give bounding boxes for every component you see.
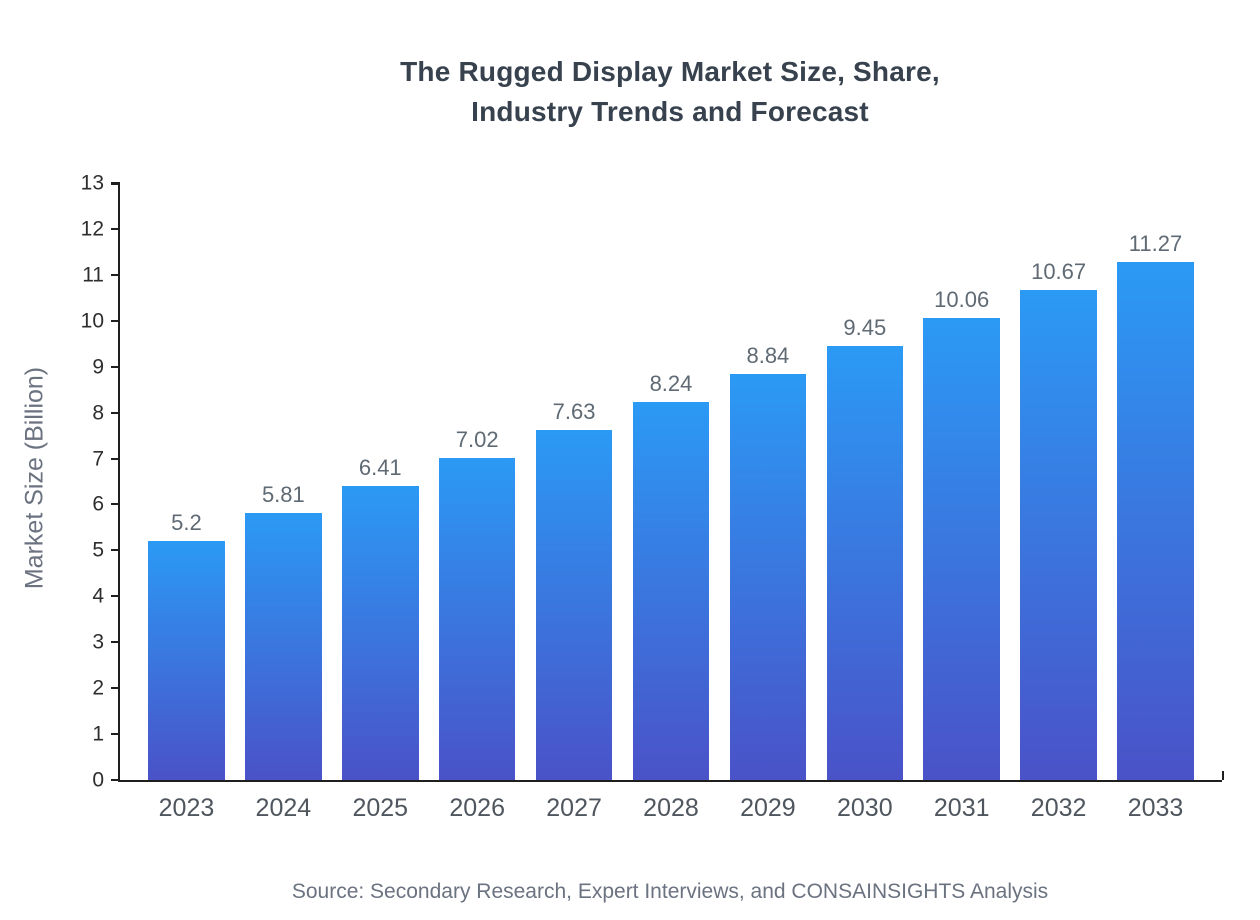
bar-value-label: 9.45 (843, 315, 887, 341)
bar-slot: 8.84 (719, 183, 816, 780)
y-tick-mark (111, 641, 120, 644)
y-tick-mark (111, 733, 120, 736)
bar-value-label: 8.24 (649, 370, 693, 396)
bar-value-label: 10.67 (1031, 259, 1087, 285)
bar (632, 401, 710, 780)
y-tick-label: 9 (92, 355, 104, 379)
bars-container: 5.2 5.81 6.41 7.02 7.63 8.24 8.84 9.45 10.06 10.6… (120, 183, 1222, 780)
bar-slot: 8.24 (623, 183, 720, 780)
y-tick-label: 8 (92, 401, 104, 425)
bar-value-label: 7.02 (455, 426, 499, 452)
bar-slot: 5.81 (235, 183, 332, 780)
bar (1117, 262, 1194, 780)
bar-value-label: 10.06 (934, 287, 990, 313)
x-tick-label: 2029 (740, 794, 796, 822)
bar (535, 429, 613, 780)
y-tick-mark (111, 549, 120, 552)
bar (245, 513, 322, 780)
x-tick-label: 2023 (158, 794, 215, 822)
bar-slot: 5.2 (138, 183, 235, 780)
y-tick-label: 12 (80, 217, 104, 241)
x-tick-label: 2025 (352, 794, 409, 822)
y-tick-mark (111, 365, 120, 368)
bar (341, 485, 419, 780)
x-tick-label: 2027 (546, 794, 602, 822)
x-axis-end-cap (1222, 771, 1224, 780)
y-tick-mark (111, 503, 120, 506)
y-tick-label: 11 (82, 263, 104, 287)
y-tick-label: 7 (92, 447, 104, 471)
bar-slot: 9.45 (816, 183, 913, 780)
x-tick-label: 2030 (836, 794, 893, 822)
bar (438, 457, 516, 780)
bar (1020, 290, 1097, 780)
y-tick-label: 3 (92, 630, 104, 654)
bar-slot: 10.06 (913, 183, 1010, 780)
y-tick-label: 13 (80, 171, 104, 195)
y-axis-end-cap (111, 183, 120, 185)
bar-value-label: 11.27 (1128, 231, 1183, 257)
y-tick-mark (111, 227, 120, 230)
x-tick-label: 2033 (1127, 794, 1184, 822)
x-tick-label: 2026 (449, 794, 505, 822)
bar-value-label: 6.41 (358, 454, 402, 480)
bar (729, 374, 807, 780)
y-tick-mark (111, 595, 120, 598)
chart-title: The Rugged Display Market Size, Share, In… (80, 52, 1260, 132)
bar (923, 318, 1000, 780)
plot-area: 0 1 2 3 4 5 6 7 8 9 10 11 12 13 5.2 5.81 6.41 7.02 7.63 8.… (81, 173, 1224, 791)
y-tick-label: 5 (92, 538, 104, 562)
x-tick-label: 2032 (1030, 794, 1087, 822)
y-tick-mark (111, 687, 120, 690)
y-tick-mark (111, 182, 120, 184)
bar (826, 346, 904, 780)
y-tick-label: 10 (80, 309, 104, 333)
bar-slot: 6.41 (332, 183, 429, 780)
x-tick-label: 2024 (255, 794, 312, 822)
bar-slot: 10.67 (1010, 183, 1107, 780)
bar-value-label: 8.84 (746, 343, 790, 369)
bar-slot: 7.02 (429, 183, 526, 780)
x-tick-label: 2031 (933, 794, 990, 822)
bar-value-label: 5.81 (261, 482, 305, 508)
y-tick-mark (111, 273, 120, 276)
y-tick-label: 6 (92, 492, 104, 516)
y-tick-label: 1 (92, 722, 104, 746)
bar-value-label: 5.2 (171, 510, 202, 536)
y-tick-mark (111, 411, 120, 414)
bar-slot: 11.27 (1107, 183, 1204, 780)
y-tick-mark (111, 319, 120, 322)
y-tick-label: 0 (92, 768, 104, 792)
bar (148, 541, 225, 780)
y-tick-label: 2 (92, 676, 104, 700)
y-tick-mark (111, 779, 120, 781)
bar-slot: 7.63 (526, 183, 623, 780)
x-tick-label: 2028 (643, 794, 699, 822)
y-tick-mark (111, 457, 120, 460)
x-axis-labels: 2023 2024 2025 2026 2027 2028 2029 2030 2031 2032… (120, 794, 1222, 823)
y-axis-title: Market Size (Billion) (20, 366, 49, 590)
y-tick-label: 4 (92, 584, 104, 608)
chart-title-line2: Industry Trends and Forecast (471, 95, 869, 127)
source-note: Source: Secondary Research, Expert Inter… (291, 880, 1049, 903)
bar-value-label: 7.63 (552, 398, 596, 424)
chart-title-line1: The Rugged Display Market Size, Share, (400, 56, 940, 87)
